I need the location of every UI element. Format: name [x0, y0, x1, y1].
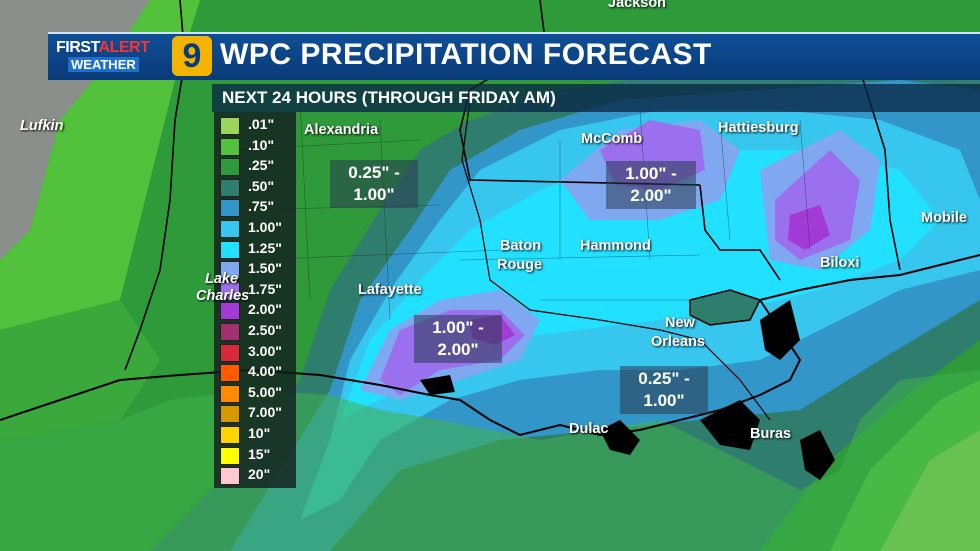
range-box-lafayette: 1.00" - 2.00"	[414, 315, 502, 363]
legend-label: 5.00"	[248, 383, 282, 400]
legend-label: 4.00"	[248, 363, 282, 380]
legend-label: 1.50"	[248, 260, 282, 277]
legend-item: .50"	[220, 177, 296, 197]
legend-swatch	[220, 302, 240, 321]
legend-label: .10"	[248, 136, 275, 153]
first-alert-weather-logo: FIRSTALERT WEATHER 9	[54, 36, 212, 76]
city-label-jackson: Jackson	[608, 0, 667, 11]
legend-label: 1.75"	[248, 280, 282, 297]
legend-label: .01"	[248, 116, 275, 132]
city-label-alexandria: Alexandria	[304, 122, 379, 138]
city-label-new: New	[665, 315, 695, 331]
city-label-rouge: Rouge	[497, 257, 543, 273]
range-box-line2: 1.00"	[643, 391, 685, 410]
legend-label: 3.00"	[248, 342, 282, 359]
legend-swatch	[220, 405, 240, 424]
legend-item: 1.25"	[220, 239, 296, 259]
legend-item: .10"	[220, 136, 296, 156]
legend-item: 1.50"	[220, 260, 296, 280]
legend-label: 15"	[248, 445, 271, 462]
legend-swatch	[220, 384, 240, 403]
legend-swatch	[220, 199, 240, 218]
legend-item: 1.75"	[220, 280, 296, 300]
city-label-lafayette: Lafayette	[358, 282, 422, 298]
legend-item: 10"	[220, 425, 296, 444]
legend-label: 1.25"	[248, 239, 282, 256]
legend-item: 7.00"	[220, 404, 296, 424]
legend-label: .75"	[248, 198, 275, 215]
legend-item: .01"	[220, 116, 296, 135]
legend-item: 3.00"	[220, 342, 296, 362]
legend-item: 15"	[220, 445, 296, 465]
legend-swatch	[220, 467, 240, 486]
city-label-dulac: Dulac	[569, 421, 609, 437]
legend-label: 1.00"	[248, 219, 282, 235]
legend-swatch	[220, 240, 240, 259]
legend-swatch	[220, 364, 240, 383]
city-label-baton: Baton	[500, 238, 542, 254]
legend-label: 20"	[248, 466, 271, 483]
range-box-line2: 2.00"	[630, 186, 672, 205]
legend-item: 2.00"	[220, 301, 296, 321]
city-label-lake: Lake	[205, 271, 239, 287]
city-label-buras: Buras	[750, 426, 792, 442]
legend-swatch	[220, 446, 240, 465]
city-label-lufkin: Lufkin	[20, 118, 64, 134]
legend-swatch	[220, 158, 240, 177]
precipitation-legend: .01" .10" .25" .50" .75" 1.00" 1.25" 1.50" 1.75"…	[214, 112, 296, 488]
page-title: WPC PRECIPITATION FORECAST	[220, 38, 712, 71]
legend-label: .50"	[248, 177, 275, 194]
range-box-line1: 0.25" -	[638, 369, 690, 388]
city-label-mobile: Mobile	[921, 210, 967, 226]
city-label-charles: Charles	[196, 288, 250, 304]
legend-item: .75"	[220, 198, 296, 218]
legend-label: .25"	[248, 157, 275, 174]
legend-item: 4.00"	[220, 363, 296, 383]
legend-swatch	[220, 281, 240, 300]
legend-item: .25"	[220, 157, 296, 177]
legend-swatch	[220, 178, 240, 197]
logo-first-text: FIRST	[56, 39, 99, 56]
range-box-alexandria: 0.25" - 1.00"	[330, 160, 418, 208]
legend-swatch	[220, 343, 240, 362]
city-label-mccomb: McComb	[581, 131, 643, 147]
legend-item: 5.00"	[220, 383, 296, 403]
legend-swatch	[220, 220, 240, 238]
range-box-line1: 1.00" -	[625, 164, 677, 183]
range-box-mccomb: 1.00" - 2.00"	[606, 161, 696, 209]
subtitle: NEXT 24 HOURS (THROUGH FRIDAY AM)	[222, 88, 556, 107]
range-box-coast: 0.25" - 1.00"	[620, 366, 708, 414]
range-box-line2: 1.00"	[353, 185, 395, 204]
legend-item: 1.00"	[220, 219, 296, 238]
range-box-line2: 2.00"	[437, 340, 479, 359]
subtitle-bar: NEXT 24 HOURS (THROUGH FRIDAY AM)	[212, 84, 980, 112]
legend-swatch	[220, 261, 240, 280]
legend-label: 2.50"	[248, 322, 282, 338]
logo-alert-text: ALERT	[98, 39, 150, 56]
legend-swatch	[220, 323, 240, 341]
title-banner: FIRSTALERT WEATHER 9 WPC PRECIPITATION F…	[48, 32, 980, 80]
legend-label: 2.00"	[248, 301, 282, 318]
city-label-hattiesburg: Hattiesburg	[718, 120, 799, 136]
range-box-line1: 0.25" -	[348, 163, 400, 182]
city-label-biloxi: Biloxi	[820, 255, 860, 271]
legend-label: 10"	[248, 425, 271, 441]
legend-item: 20"	[220, 466, 296, 486]
legend-swatch	[220, 117, 240, 135]
range-box-line1: 1.00" -	[432, 318, 484, 337]
legend-swatch	[220, 137, 240, 156]
logo-weather-text: WEATHER	[68, 57, 139, 72]
legend-item: 2.50"	[220, 322, 296, 341]
channel-nine-icon: 9	[172, 36, 212, 76]
legend-swatch	[220, 426, 240, 444]
legend-label: 7.00"	[248, 404, 282, 421]
city-label-orleans: Orleans	[651, 334, 705, 350]
city-label-hammond: Hammond	[580, 238, 651, 254]
